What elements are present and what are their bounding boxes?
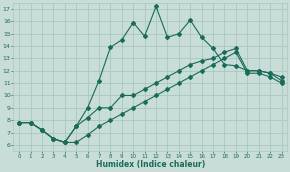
X-axis label: Humidex (Indice chaleur): Humidex (Indice chaleur) — [96, 160, 205, 169]
